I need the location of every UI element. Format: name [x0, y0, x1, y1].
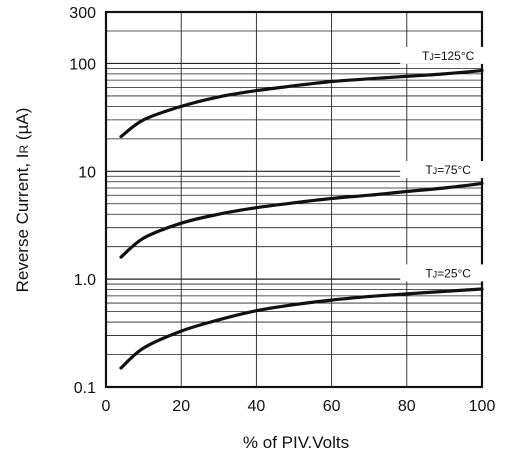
- y-axis-label: Reverse Current, IR (µA): [13, 108, 32, 293]
- series-line: [119, 287, 484, 370]
- series-label-background: [400, 161, 497, 179]
- series-label-background: [400, 264, 497, 282]
- x-axis-label: % of PIV.Volts: [243, 433, 349, 452]
- series-label: TJ=125°C: [422, 49, 475, 63]
- x-tick-label: 60: [323, 398, 341, 415]
- series-labels: TJ=125°C TJ=75°C TJ=25°C: [400, 46, 497, 282]
- plot-frame: [104, 10, 484, 389]
- y-axis-label-subscript: R: [17, 144, 31, 153]
- x-tick-label: 0: [102, 398, 111, 415]
- x-tick-label: 40: [248, 398, 266, 415]
- series-label: TJ=75°C: [425, 163, 471, 177]
- y-tick-label: 100: [69, 56, 96, 73]
- x-tick-label: 100: [469, 398, 496, 415]
- y-axis-label-unit: (µA): [13, 108, 32, 145]
- series-label-background: [400, 46, 497, 64]
- x-tick-label: 80: [398, 398, 416, 415]
- y-axis-label-main: Reverse Current, I: [13, 153, 32, 292]
- series-label: TJ=25°C: [425, 266, 471, 280]
- x-tick-label: 20: [172, 398, 190, 415]
- series-line: [119, 181, 484, 259]
- y-tick-label: 10: [78, 164, 96, 181]
- y-tick-label: 1.0: [74, 272, 96, 289]
- y-tick-label: 0.1: [74, 380, 96, 397]
- series-lines: [119, 68, 484, 370]
- series-line: [119, 68, 484, 139]
- y-tick-label: 300: [69, 5, 96, 22]
- tick-labels: 0 20 40 60 80 100 0.1 1.0 10 100 300: [69, 5, 495, 415]
- grid: [105, 11, 483, 388]
